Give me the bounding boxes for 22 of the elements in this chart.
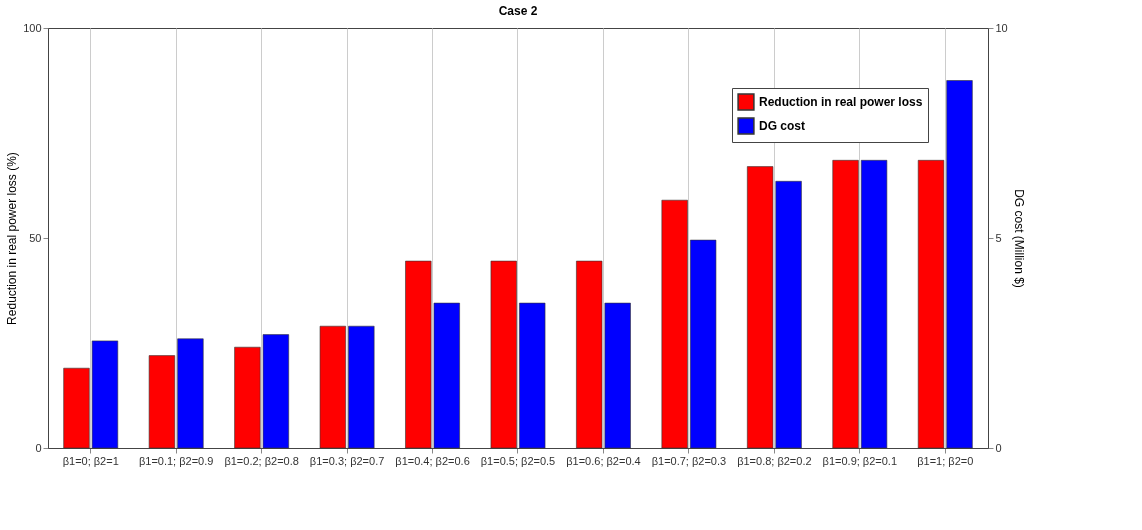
x-tick-label: β1=0.6; β2=0.4 <box>566 454 641 467</box>
y2-axis-title: DG cost (Million $) <box>1011 189 1026 288</box>
x-tick-label: β1=1; β2=0 <box>917 454 974 467</box>
x-tick-label: β1=0.2; β2=0.8 <box>224 454 299 467</box>
y2-tick-label: 10 <box>995 21 1008 34</box>
y-axis-title: Reduction in real power loss (%) <box>5 152 20 325</box>
legend-label: DG cost <box>759 119 806 133</box>
x-tick-label: β1=0.4; β2=0.6 <box>395 454 470 467</box>
legend-label: Reduction in real power loss <box>759 95 923 109</box>
x-tick-label: β1=0.1; β2=0.9 <box>138 454 214 467</box>
y-tick-label: 0 <box>35 441 42 454</box>
x-tick-label: β1=0.9; β2=0.1 <box>822 454 898 467</box>
y2-tick-label: 0 <box>995 441 1002 454</box>
chart-title: Case 2 <box>498 4 538 18</box>
y-tick-label: 50 <box>29 231 42 244</box>
y-tick-label: 100 <box>23 21 42 34</box>
x-tick-label: β1=0; β2=1 <box>62 454 119 467</box>
x-tick-label: β1=0.8; β2=0.2 <box>737 454 812 467</box>
y2-tick-label: 5 <box>995 231 1002 244</box>
x-tick-label: β1=0.5; β2=0.5 <box>480 454 556 467</box>
x-tick-label: β1=0.7; β2=0.3 <box>651 454 727 467</box>
x-tick-label: β1=0.3; β2=0.7 <box>309 454 385 467</box>
